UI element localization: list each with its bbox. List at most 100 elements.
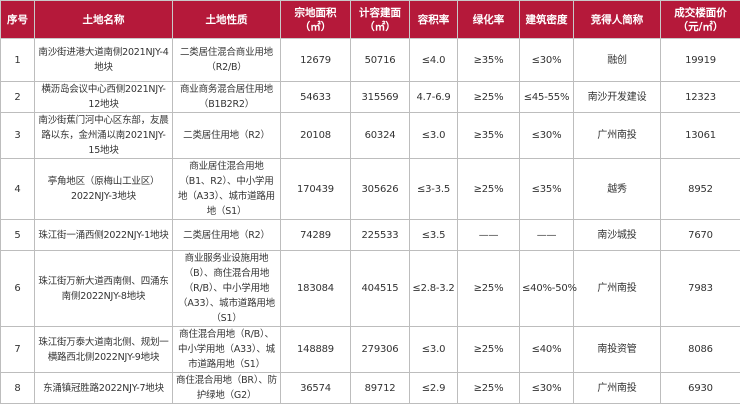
- cell-building-density: ≤30%: [520, 373, 574, 404]
- header-index: 序号: [1, 1, 35, 39]
- cell-index: 8: [1, 373, 35, 404]
- cell-land-use: 商业商务混合居住用地（B1B2R2）: [173, 82, 281, 113]
- cell-land-name: 南沙街蕉门河中心区东部，友晨路以东，金州涌以南2021NJY-15地块: [35, 113, 173, 159]
- cell-site-area: 36574: [281, 373, 351, 404]
- cell-plot-ratio: ≤2.9: [410, 373, 458, 404]
- header-green-ratio: 绿化率: [458, 1, 520, 39]
- cell-index: 2: [1, 82, 35, 113]
- cell-green-ratio: ≥25%: [458, 373, 520, 404]
- cell-site-area: 20108: [281, 113, 351, 159]
- cell-land-use: 二类居住用地（R2）: [173, 220, 281, 251]
- cell-green-ratio: ——: [458, 220, 520, 251]
- header-site-area: 宗地面积（㎡）: [281, 1, 351, 39]
- header-gfa: 计容建面（㎡）: [351, 1, 410, 39]
- cell-index: 7: [1, 327, 35, 373]
- cell-land-name: 珠江街一涌西侧2022NJY-1地块: [35, 220, 173, 251]
- cell-gfa: 60324: [351, 113, 410, 159]
- cell-building-density: ≤30%: [520, 113, 574, 159]
- cell-building-density: ≤35%: [520, 159, 574, 220]
- cell-site-area: 170439: [281, 159, 351, 220]
- cell-winner: 南沙开发建设: [574, 82, 661, 113]
- cell-gfa: 225533: [351, 220, 410, 251]
- cell-floor-price: 7983: [661, 251, 740, 327]
- cell-green-ratio: ≥35%: [458, 113, 520, 159]
- cell-gfa: 50716: [351, 39, 410, 82]
- cell-index: 3: [1, 113, 35, 159]
- cell-gfa: 279306: [351, 327, 410, 373]
- cell-plot-ratio: ≤3.0: [410, 327, 458, 373]
- cell-land-use: 二类居住用地（R2）: [173, 113, 281, 159]
- cell-winner: 越秀: [574, 159, 661, 220]
- cell-land-name: 东涌镇冠胜路2022NJY-7地块: [35, 373, 173, 404]
- cell-site-area: 183084: [281, 251, 351, 327]
- cell-index: 1: [1, 39, 35, 82]
- cell-plot-ratio: ≤3-3.5: [410, 159, 458, 220]
- cell-land-use: 商业居住混合用地（B1、R2）、中小学用地（A33）、城市道路用地（S1）: [173, 159, 281, 220]
- cell-land-name: 珠江街万新大道西南侧、四涌东南侧2022NJY-8地块: [35, 251, 173, 327]
- cell-plot-ratio: ≤2.8-3.2: [410, 251, 458, 327]
- cell-land-name: 南沙街进港大道南侧2021NJY-4地块: [35, 39, 173, 82]
- cell-building-density: ≤45-55%: [520, 82, 574, 113]
- cell-green-ratio: ≥25%: [458, 251, 520, 327]
- cell-green-ratio: ≥25%: [458, 82, 520, 113]
- cell-plot-ratio: 4.7-6.9: [410, 82, 458, 113]
- cell-green-ratio: ≥35%: [458, 39, 520, 82]
- cell-green-ratio: ≥25%: [458, 159, 520, 220]
- cell-land-use: 二类居住混合商业用地（R2/B）: [173, 39, 281, 82]
- cell-gfa: 89712: [351, 373, 410, 404]
- cell-site-area: 74289: [281, 220, 351, 251]
- cell-site-area: 12679: [281, 39, 351, 82]
- cell-index: 6: [1, 251, 35, 327]
- cell-winner: 广州南投: [574, 251, 661, 327]
- header-plot-ratio: 容积率: [410, 1, 458, 39]
- cell-plot-ratio: ≤3.5: [410, 220, 458, 251]
- header-floor-price: 成交楼面价（元/㎡）: [661, 1, 740, 39]
- header-building-density: 建筑密度: [520, 1, 574, 39]
- cell-winner: 广州南投: [574, 113, 661, 159]
- cell-gfa: 305626: [351, 159, 410, 220]
- cell-plot-ratio: ≤4.0: [410, 39, 458, 82]
- cell-winner: 南沙城投: [574, 220, 661, 251]
- cell-building-density: ——: [520, 220, 574, 251]
- cell-floor-price: 8086: [661, 327, 740, 373]
- cell-index: 5: [1, 220, 35, 251]
- header-land-use: 土地性质: [173, 1, 281, 39]
- cell-floor-price: 7670: [661, 220, 740, 251]
- cell-land-name: 珠江街万泰大道南北侧、规划一横路西北侧2022NJY-9地块: [35, 327, 173, 373]
- cell-building-density: ≤40%: [520, 327, 574, 373]
- cell-floor-price: 13061: [661, 113, 740, 159]
- cell-floor-price: 12323: [661, 82, 740, 113]
- header-winner: 竞得人简称: [574, 1, 661, 39]
- cell-green-ratio: ≥25%: [458, 327, 520, 373]
- cell-land-use: 商业服务业设施用地（B）、商住混合用地（R/B）、中小学用地（A33）、城市道路…: [173, 251, 281, 327]
- cell-land-name: 横沥岛会议中心西侧2021NJY-12地块: [35, 82, 173, 113]
- cell-site-area: 54633: [281, 82, 351, 113]
- cell-gfa: 315569: [351, 82, 410, 113]
- cell-winner: 广州南投: [574, 373, 661, 404]
- cell-land-use: 商住混合用地（BR）、防护绿地（G2）: [173, 373, 281, 404]
- cell-index: 4: [1, 159, 35, 220]
- header-row: 序号土地名称土地性质宗地面积（㎡）计容建面（㎡）容积率绿化率建筑密度竞得人简称成…: [1, 1, 740, 39]
- cell-land-name: 亭角地区（原梅山工业区）2022NJY-3地块: [35, 159, 173, 220]
- cell-winner: 融创: [574, 39, 661, 82]
- cell-land-use: 商住混合用地（R/B）、中小学用地（A33）、城市道路用地（S1）: [173, 327, 281, 373]
- cell-building-density: ≤30%: [520, 39, 574, 82]
- cell-floor-price: 6930: [661, 373, 740, 404]
- cell-site-area: 148889: [281, 327, 351, 373]
- cell-gfa: 404515: [351, 251, 410, 327]
- cell-building-density: ≤40%-50%: [520, 251, 574, 327]
- cell-plot-ratio: ≤3.0: [410, 113, 458, 159]
- cell-floor-price: 8952: [661, 159, 740, 220]
- header-land-name: 土地名称: [35, 1, 173, 39]
- cell-winner: 南投资管: [574, 327, 661, 373]
- cell-floor-price: 19919: [661, 39, 740, 82]
